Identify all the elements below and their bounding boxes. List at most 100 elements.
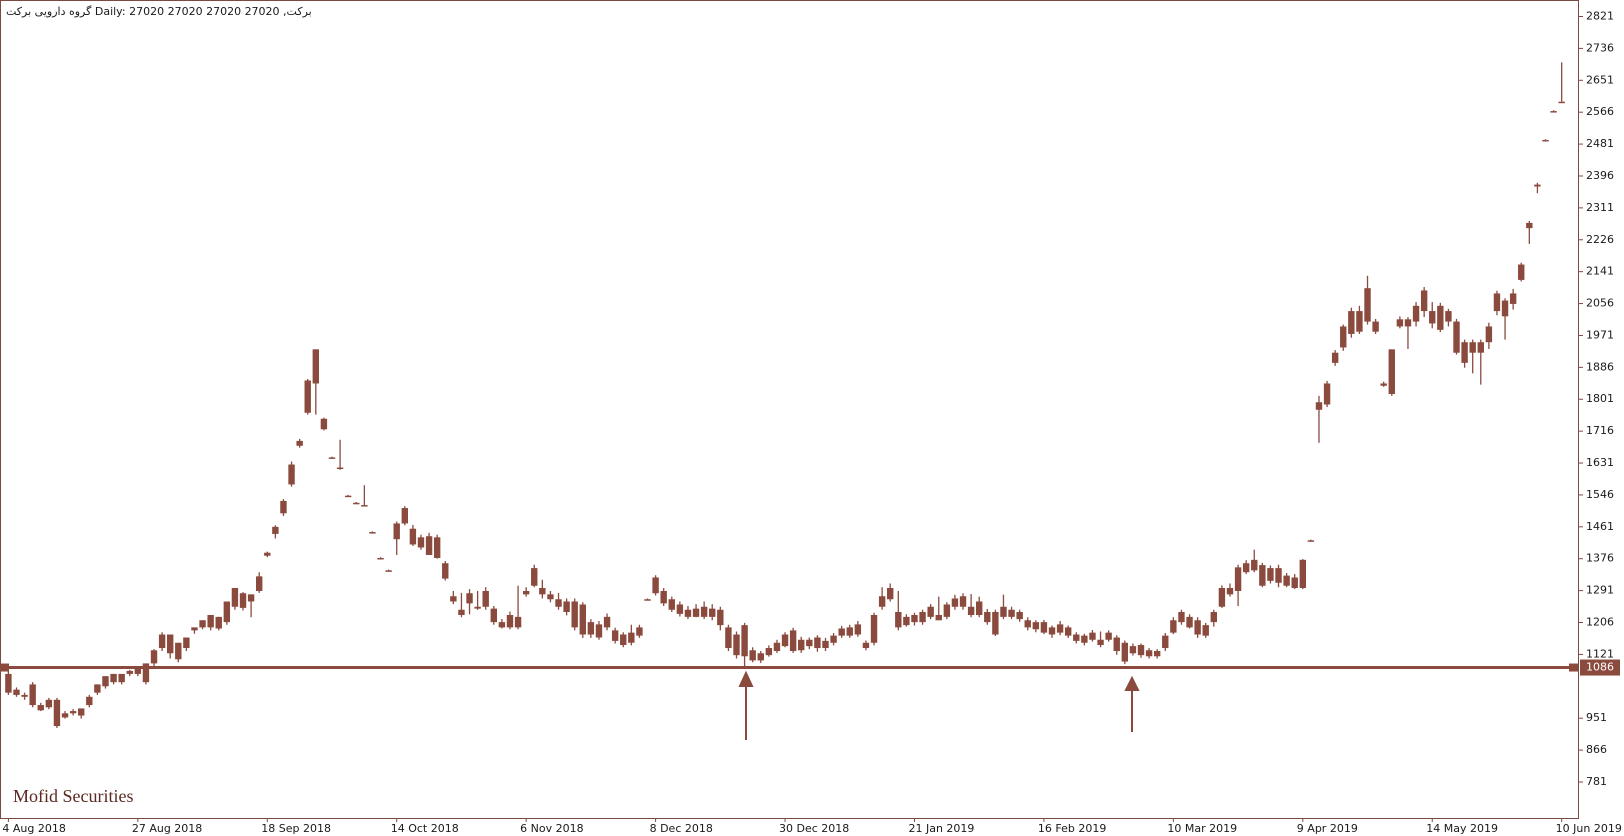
- candle-body: [1275, 568, 1282, 583]
- candle-body: [401, 508, 409, 524]
- candle-body: [1194, 620, 1201, 635]
- candle-body: [1283, 575, 1290, 586]
- candle-body: [175, 642, 182, 660]
- candle-body: [1453, 321, 1460, 353]
- candle-body: [199, 620, 206, 628]
- y-tick-label: 1376: [1586, 552, 1614, 565]
- arrow: [738, 670, 754, 740]
- candle-body: [1081, 635, 1088, 643]
- candle-body: [919, 611, 926, 623]
- candle-body: [1404, 319, 1412, 327]
- candle-body: [1186, 616, 1193, 628]
- candle-body: [733, 634, 740, 656]
- y-tick-label: 866: [1586, 743, 1607, 756]
- candle-body: [1380, 383, 1387, 386]
- candle-body: [984, 611, 991, 623]
- candle-body: [903, 616, 910, 626]
- candle-body: [377, 557, 384, 560]
- candle-body: [1437, 305, 1444, 330]
- candle-body: [830, 635, 837, 643]
- candle-body: [94, 684, 101, 693]
- candle-body: [887, 587, 894, 600]
- candle-body: [1340, 326, 1347, 348]
- candle-body: [21, 694, 28, 697]
- candle-body: [692, 608, 700, 617]
- candle-body: [102, 676, 109, 687]
- candle-body: [134, 668, 142, 674]
- candle-body: [684, 609, 692, 617]
- candle-body: [1178, 611, 1185, 623]
- candle-body: [223, 601, 231, 623]
- chart-title: برکت, Daily: 27020 27020 27020 27020 گرو…: [6, 5, 312, 18]
- candle-body: [1348, 311, 1355, 334]
- y-tick-label: 2651: [1586, 73, 1614, 86]
- candle-body: [5, 673, 12, 693]
- candle-body: [717, 609, 724, 626]
- candle-body: [1121, 642, 1129, 662]
- x-tick-label: 9 Apr 2019: [1297, 822, 1358, 835]
- candle-body: [1032, 622, 1040, 630]
- candle-body: [1153, 651, 1161, 657]
- candle-body: [1210, 611, 1218, 623]
- candle-body: [433, 537, 441, 558]
- candle-body: [660, 590, 667, 604]
- candle-body: [765, 648, 773, 656]
- candle-body: [1242, 563, 1250, 573]
- candle-body: [1501, 300, 1509, 317]
- candle-body: [288, 464, 295, 485]
- candle-body: [1251, 559, 1258, 571]
- candle-body: [126, 670, 133, 674]
- arrow: [1124, 675, 1140, 732]
- candle-body: [118, 673, 125, 683]
- candle-body: [895, 611, 902, 628]
- candle-body: [846, 627, 853, 636]
- candle-body: [255, 576, 263, 591]
- candle-body: [490, 608, 497, 623]
- candle-body: [167, 634, 174, 654]
- x-tick-label: 16 Feb 2019: [1038, 822, 1106, 835]
- candle-body: [1040, 622, 1048, 633]
- candle-body: [1113, 637, 1120, 652]
- candle-body: [967, 606, 975, 616]
- candle-body: [320, 418, 328, 430]
- y-tick-label: 1631: [1586, 456, 1614, 469]
- candle-body: [61, 713, 69, 718]
- candle-body: [1097, 639, 1104, 646]
- y-tick-label: 1971: [1586, 328, 1614, 341]
- candle-body: [207, 615, 214, 628]
- candle-body: [353, 502, 360, 505]
- candle-body: [425, 536, 433, 555]
- candle-body: [789, 630, 797, 652]
- candle-body: [1477, 342, 1484, 353]
- reference-label-box: [1580, 659, 1620, 676]
- candle-body: [1048, 627, 1056, 635]
- candle-body: [798, 639, 805, 651]
- candle-body: [1259, 565, 1266, 586]
- candle-body: [595, 624, 603, 638]
- candle-body: [749, 650, 756, 661]
- candle-body: [474, 606, 481, 609]
- candle-body: [1073, 634, 1080, 641]
- candle-body: [1008, 609, 1015, 617]
- candle-body: [1137, 645, 1145, 656]
- candle-body: [1162, 635, 1169, 649]
- candle-body: [822, 640, 829, 649]
- candle-body: [498, 622, 506, 628]
- candle-body: [806, 639, 813, 647]
- candle-body: [1218, 587, 1226, 607]
- candle-body: [336, 467, 344, 470]
- candle-body: [1534, 184, 1541, 187]
- candle-body: [450, 596, 457, 602]
- candle-body: [773, 642, 781, 652]
- candle-body: [1234, 567, 1242, 591]
- candle-body: [158, 634, 166, 649]
- candle-body: [1024, 620, 1031, 628]
- candle-body: [911, 615, 918, 623]
- candle-body: [1000, 606, 1007, 617]
- candle-body: [280, 500, 287, 514]
- candle-body: [959, 596, 967, 607]
- candle-body: [862, 642, 870, 649]
- candle-body: [878, 596, 886, 607]
- x-tick-label: 27 Aug 2018: [132, 822, 202, 835]
